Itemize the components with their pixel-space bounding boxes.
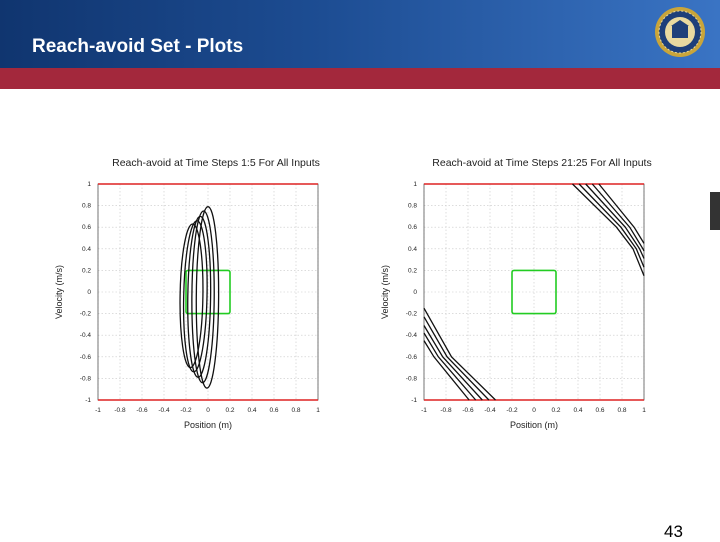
y-tick-label: 0.2 (82, 267, 91, 274)
x-tick-label: 0.8 (291, 407, 300, 414)
uc-berkeley-seal-icon (655, 7, 705, 57)
reach-avoid-boundary (423, 340, 470, 401)
y-axis-label: Velocity (m/s) (54, 265, 64, 319)
x-tick-label: 0.4 (247, 407, 256, 414)
y-tick-label: 1 (87, 181, 91, 188)
x-tick-label: 0 (532, 407, 536, 414)
reach-avoid-boundary (585, 183, 645, 259)
y-tick-label: -0.8 (406, 375, 418, 382)
x-tick-label: 1 (642, 407, 646, 414)
x-axis-label: Position (m) (184, 420, 232, 430)
x-tick-label: -0.2 (180, 407, 192, 414)
y-tick-label: 0.4 (82, 246, 91, 253)
chart-title: Reach-avoid at Time Steps 21:25 For All … (432, 157, 651, 169)
plot-area (97, 183, 319, 401)
x-tick-label: 0.6 (595, 407, 604, 414)
x-tick-label: 1 (316, 407, 320, 414)
x-tick-label: 0.8 (617, 407, 626, 414)
x-tick-label: -1 (95, 407, 101, 414)
y-tick-label: -0.6 (80, 354, 92, 361)
y-tick-label: 0.2 (408, 267, 417, 274)
y-tick-label: 0.8 (82, 203, 91, 210)
y-tick-label: 0.6 (82, 224, 91, 231)
y-tick-label: -0.4 (406, 332, 418, 339)
plot-area (423, 183, 645, 401)
y-tick-label: -0.2 (406, 311, 418, 318)
x-tick-label: -0.6 (136, 407, 148, 414)
header-stripe (0, 68, 720, 89)
y-tick-label: -1 (85, 397, 91, 404)
x-tick-label: -0.4 (484, 407, 496, 414)
reach-avoid-boundary (423, 325, 483, 401)
side-tab-marker (710, 192, 720, 230)
x-tick-label: 0.6 (269, 407, 278, 414)
x-tick-label: 0.2 (551, 407, 560, 414)
x-axis-label: Position (m) (510, 420, 558, 430)
x-tick-label: -1 (421, 407, 427, 414)
y-tick-label: 0 (413, 289, 417, 296)
target-set (511, 269, 557, 315)
reach-avoid-boundary (598, 183, 645, 244)
x-tick-label: 0.4 (573, 407, 582, 414)
slide-header (0, 0, 720, 68)
y-tick-label: -0.8 (80, 375, 92, 382)
x-tick-label: 0 (206, 407, 210, 414)
y-tick-label: 0.8 (408, 203, 417, 210)
reach-avoid-boundary (423, 316, 490, 401)
y-tick-label: -0.6 (406, 354, 418, 361)
reach-avoid-boundary (195, 206, 220, 389)
reach-avoid-plot-left: -1 -0.8 -0.6 -0.4 -0.2 0 0.2 0.4 0.6 0.8 1 1 0.8 0.6 0… (54, 157, 320, 430)
x-tick-label: 0.2 (225, 407, 234, 414)
y-tick-label: 0.6 (408, 224, 417, 231)
y-tick-label: 0 (87, 289, 91, 296)
y-tick-label: -0.2 (80, 311, 92, 318)
reach-avoid-boundary (578, 183, 645, 268)
x-tick-label: -0.2 (506, 407, 518, 414)
y-tick-label: -0.4 (80, 332, 92, 339)
x-tick-label: -0.8 (114, 407, 126, 414)
x-tick-label: -0.8 (440, 407, 452, 414)
reach-avoid-boundary (572, 183, 645, 277)
page-number: 43 (664, 522, 683, 541)
y-tick-label: 0.4 (408, 246, 417, 253)
target-set (185, 269, 231, 315)
x-tick-label: -0.6 (462, 407, 474, 414)
chart-title: Reach-avoid at Time Steps 1:5 For All In… (112, 157, 320, 169)
reach-avoid-boundary (423, 332, 477, 401)
reach-avoid-plot-right: -1 -0.8 -0.6 -0.4 -0.2 0 0.2 0.4 0.6 0.8 1 1 0.8 0.6 0… (380, 157, 652, 430)
slide-title: Reach-avoid Set - Plots (32, 36, 244, 57)
reach-avoid-boundary (423, 307, 496, 401)
x-tick-label: -0.4 (158, 407, 170, 414)
y-axis-label: Velocity (m/s) (380, 265, 390, 319)
y-tick-label: 1 (413, 181, 417, 188)
y-tick-label: -1 (411, 397, 417, 404)
reach-avoid-boundary (591, 183, 645, 252)
